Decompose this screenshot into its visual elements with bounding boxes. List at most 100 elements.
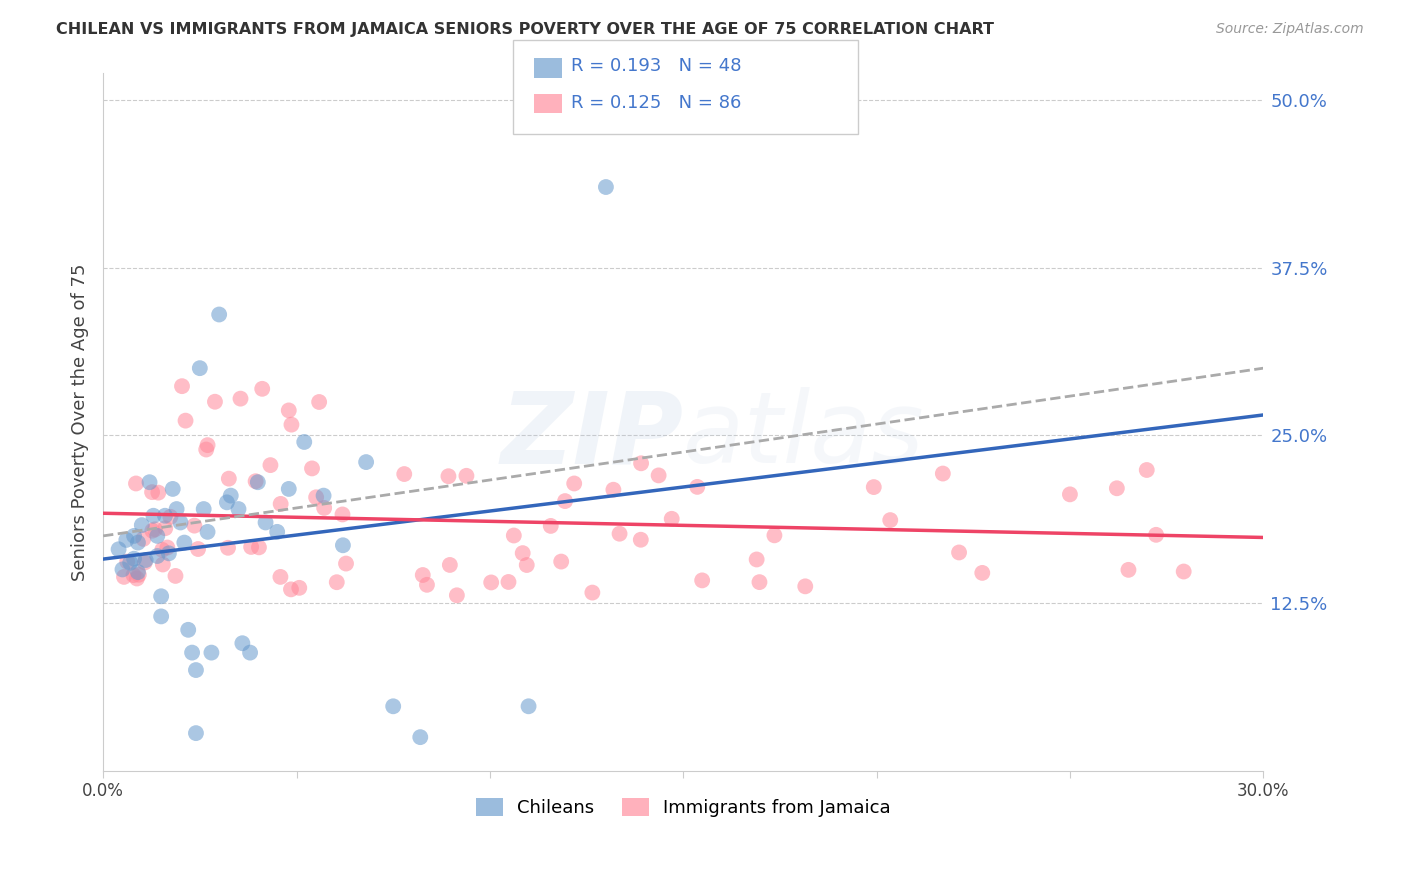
Point: [132, 532, 155, 546]
Point: [125, 572, 148, 586]
Point: [409, 730, 432, 744]
Point: [195, 442, 218, 457]
Point: [292, 434, 315, 449]
Point: [170, 379, 193, 393]
Point: [155, 521, 177, 535]
Point: [184, 663, 207, 677]
Point: [456, 468, 478, 483]
Point: [146, 549, 169, 563]
Point: [280, 417, 302, 432]
Point: [197, 524, 219, 539]
Point: [1118, 563, 1140, 577]
Point: [305, 490, 328, 504]
Point: [247, 541, 270, 555]
Point: [150, 609, 173, 624]
Point: [748, 575, 770, 590]
Point: [277, 403, 299, 417]
Point: [326, 575, 349, 590]
Point: [269, 570, 291, 584]
Point: [231, 636, 253, 650]
Point: [122, 568, 145, 582]
Point: [686, 480, 709, 494]
Point: [562, 476, 585, 491]
Point: [128, 567, 150, 582]
Point: [112, 570, 135, 584]
Point: [187, 541, 209, 556]
Point: [131, 518, 153, 533]
Point: [332, 508, 354, 522]
Point: [879, 513, 901, 527]
Text: atlas: atlas: [683, 387, 925, 484]
Text: ZIP: ZIP: [501, 387, 683, 484]
Point: [173, 535, 195, 549]
Point: [277, 482, 299, 496]
Point: [177, 623, 200, 637]
Point: [127, 565, 149, 579]
Point: [150, 589, 173, 603]
Point: [312, 489, 335, 503]
Point: [382, 699, 405, 714]
Point: [174, 414, 197, 428]
Point: [229, 392, 252, 406]
Point: [602, 483, 624, 497]
Point: [146, 529, 169, 543]
Point: [439, 558, 461, 572]
Point: [157, 546, 180, 560]
Point: [254, 516, 277, 530]
Point: [498, 574, 520, 589]
Point: [595, 180, 617, 194]
Point: [135, 553, 157, 567]
Point: [630, 456, 652, 470]
Point: [335, 557, 357, 571]
Point: [165, 569, 187, 583]
Point: [354, 455, 377, 469]
Point: [517, 699, 540, 714]
Point: [932, 467, 955, 481]
Point: [288, 581, 311, 595]
Point: [197, 438, 219, 452]
Point: [862, 480, 884, 494]
Point: [239, 646, 262, 660]
Point: [142, 508, 165, 523]
Point: [141, 524, 163, 538]
Point: [972, 566, 994, 580]
Point: [647, 468, 669, 483]
Point: [308, 395, 330, 409]
Point: [122, 529, 145, 543]
Point: [219, 489, 242, 503]
Point: [745, 552, 768, 566]
Text: R = 0.125   N = 86: R = 0.125 N = 86: [571, 94, 741, 112]
Text: Source: ZipAtlas.com: Source: ZipAtlas.com: [1216, 22, 1364, 37]
Point: [181, 646, 204, 660]
Point: [446, 588, 468, 602]
Point: [948, 545, 970, 559]
Point: [193, 502, 215, 516]
Point: [169, 516, 191, 530]
Point: [550, 555, 572, 569]
Point: [266, 524, 288, 539]
Point: [332, 538, 354, 552]
Point: [125, 476, 148, 491]
Point: [159, 509, 181, 524]
Point: [502, 528, 524, 542]
Point: [134, 556, 156, 570]
Point: [115, 533, 138, 547]
Point: [1173, 565, 1195, 579]
Point: [1105, 481, 1128, 495]
Point: [540, 519, 562, 533]
Point: [301, 461, 323, 475]
Legend: Chileans, Immigrants from Jamaica: Chileans, Immigrants from Jamaica: [468, 790, 898, 824]
Point: [152, 558, 174, 572]
Point: [200, 646, 222, 660]
Point: [240, 540, 263, 554]
Point: [153, 508, 176, 523]
Point: [690, 574, 713, 588]
Point: [111, 562, 134, 576]
Point: [127, 535, 149, 549]
Point: [609, 526, 631, 541]
Point: [763, 528, 786, 542]
Point: [138, 475, 160, 490]
Point: [581, 585, 603, 599]
Point: [143, 522, 166, 536]
Point: [218, 472, 240, 486]
